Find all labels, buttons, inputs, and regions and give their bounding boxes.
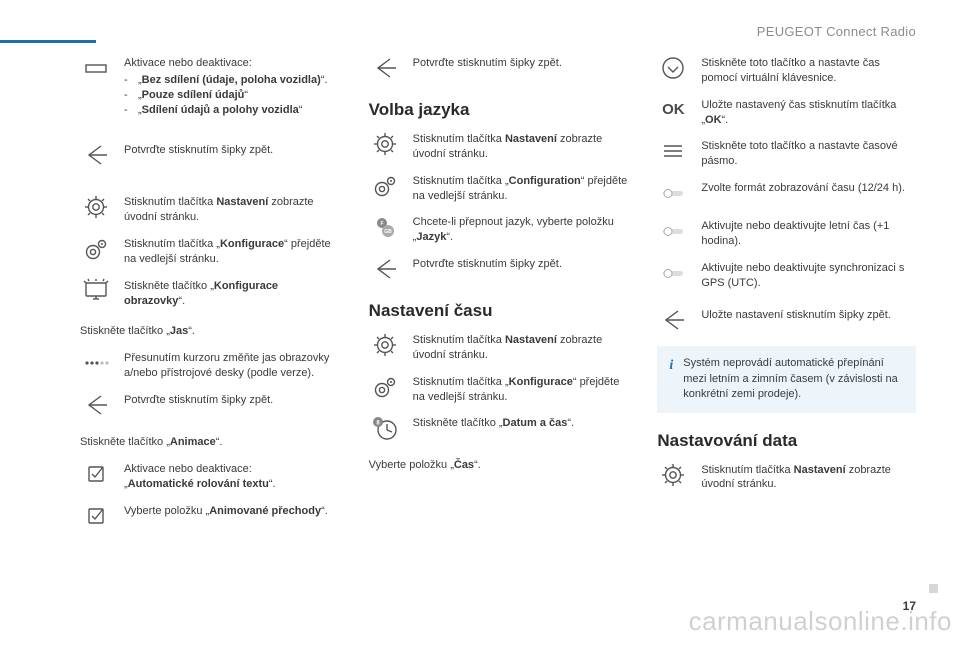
heading-time: Nastavení času [369,301,628,321]
column-3: Stiskněte toto tlačítko a nastavte čas p… [657,54,916,589]
gear-sm-icon [80,235,112,263]
brightness-text: Přesunutím kurzoru změňte jas obrazovky … [124,349,339,381]
gps-text: Aktivujte nebo deaktivujte synchronizaci… [701,259,916,291]
heading-lang: Volba jazyka [369,100,628,120]
lang-pick-text: Chcete-li přepnout jazyk, vyberte položk… [413,213,628,245]
gear-icon [369,331,401,359]
back-icon [80,391,112,419]
clock-down-icon [657,54,689,82]
back-icon [657,306,689,334]
info-box: i Systém neprovádí automatické přepínání… [657,346,916,412]
auto-scroll-text: Aktivace nebo deaktivace:„Automatické ro… [124,460,339,492]
date-settings-text: Stisknutím tlačítka Nastavení zobrazte ú… [701,461,916,493]
activation-block: Aktivace nebo deaktivace: -„Bez sdílení … [124,54,339,117]
pick-time-line: Vyberte položku „Čas“. [369,458,628,473]
header-title: PEUGEOT Connect Radio [757,24,916,39]
toggle-icon [657,179,689,207]
screen-config-text: Stiskněte tlačítko „Konfigurace obrazovk… [124,277,339,309]
menu-icon [657,137,689,165]
top-accent-bar [0,40,96,43]
rect-icon [80,54,112,82]
gear-sm-icon [369,373,401,401]
ok-icon: OK [657,96,689,124]
check-icon [80,502,112,530]
gear-sm-icon [369,172,401,200]
lang-config-text: Stisknutím tlačítka „Configuration“ přej… [413,172,628,204]
save-back-text: Uložte nastavení stisknutím šipky zpět. [701,306,916,323]
gear-icon [657,461,689,489]
ok-text: Uložte nastavený čas stisknutím tlačítka… [701,96,916,128]
time-settings-text: Stisknutím tlačítka Nastavení zobrazte ú… [413,331,628,363]
settings-home-text: Stisknutím tlačítka Nastavení zobrazte ú… [124,193,339,225]
set-time-text: Stiskněte toto tlačítko a nastavte čas p… [701,54,916,86]
side-marker [929,584,938,593]
column-2: Potvrďte stisknutím šipky zpět. Volba ja… [369,54,628,589]
toggle-icon [657,217,689,245]
back-icon [369,255,401,283]
back-icon [80,141,112,169]
gear-icon [369,130,401,158]
date-time-text: Stiskněte tlačítko „Datum a čas“. [413,414,628,431]
config-next-text: Stisknutím tlačítka „Konfigurace“ přejdě… [124,235,339,267]
back-lang-text: Potvrďte stisknutím šipky zpět. [413,255,628,272]
info-text: Systém neprovádí automatické přepínání m… [683,356,904,402]
jas-line: Stiskněte tlačítko „Jas“. [80,324,339,339]
back2-text: Potvrďte stisknutím šipky zpět. [124,391,339,408]
clock8-icon [369,414,401,442]
screen-icon [80,277,112,305]
back-top-text: Potvrďte stisknutím šipky zpět. [413,54,628,71]
info-icon: i [669,356,673,402]
activation-lead: Aktivace nebo deaktivace: [124,56,339,71]
anim-trans-text: Vyberte položku „Animované přechody“. [124,502,339,519]
page-number: 17 [903,599,916,613]
gear-icon [80,193,112,221]
dst-text: Aktivujte nebo deaktivujte letní čas (+1… [701,217,916,249]
check-icon [80,460,112,488]
back-icon [369,54,401,82]
toggle-icon [657,259,689,287]
timezone-text: Stiskněte toto tlačítko a nastavte časov… [701,137,916,169]
lang-icon [369,213,401,241]
dots-icon [80,349,112,377]
time-config-text: Stisknutím tlačítka „Konfigurace“ přejdě… [413,373,628,405]
lang-settings-text: Stisknutím tlačítka Nastavení zobrazte ú… [413,130,628,162]
content-columns: Aktivace nebo deaktivace: -„Bez sdílení … [80,54,916,589]
column-1: Aktivace nebo deaktivace: -„Bez sdílení … [80,54,339,589]
animace-line: Stiskněte tlačítko „Animace“. [80,435,339,450]
back-text: Potvrďte stisknutím šipky zpět. [124,141,339,158]
format-text: Zvolte formát zobrazování času (12/24 h)… [701,179,916,196]
heading-date: Nastavování data [657,431,916,451]
